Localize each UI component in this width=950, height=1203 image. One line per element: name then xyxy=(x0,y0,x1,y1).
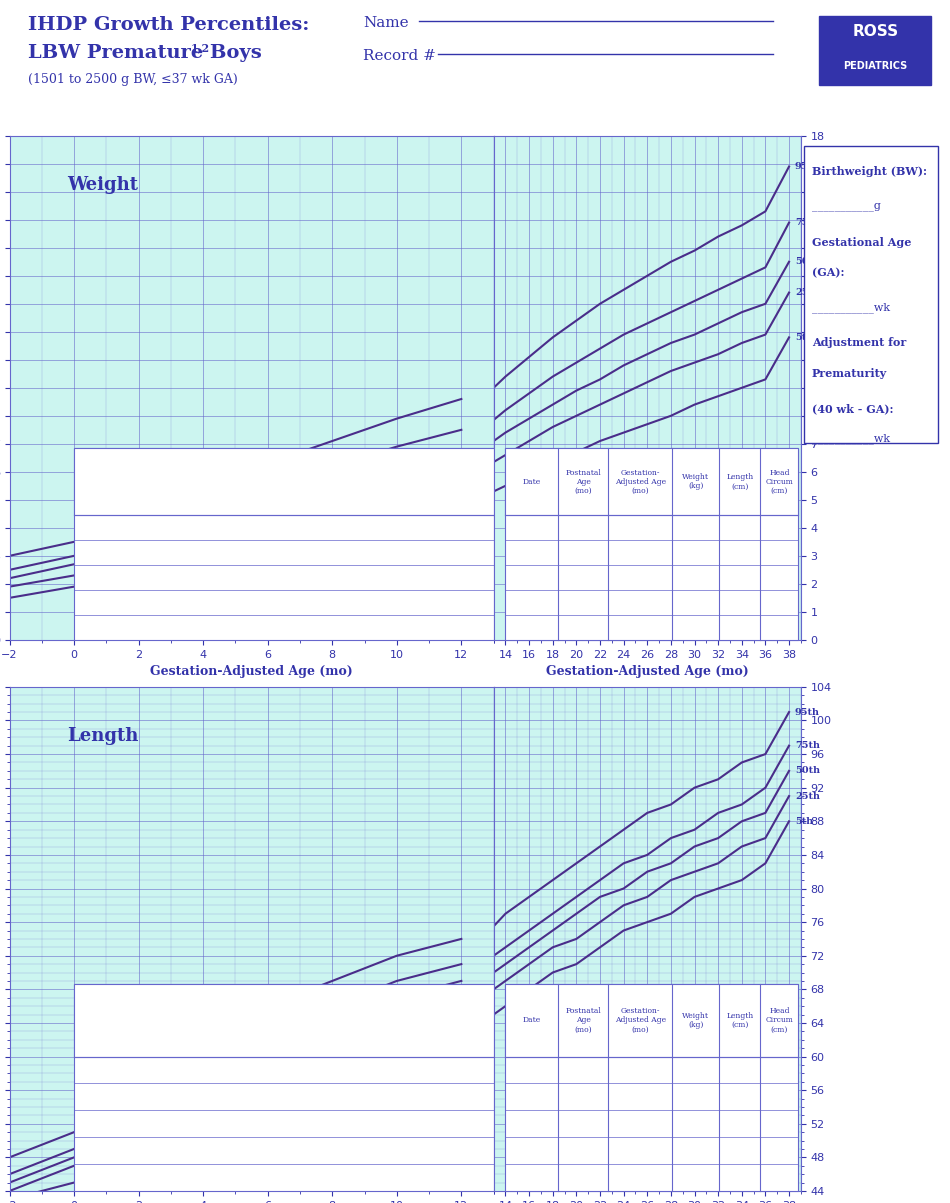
Text: Record #: Record # xyxy=(363,49,436,63)
Text: PEDIATRICS: PEDIATRICS xyxy=(844,60,907,71)
Text: Adjustment for: Adjustment for xyxy=(812,337,906,349)
FancyBboxPatch shape xyxy=(804,146,938,443)
Text: Date: Date xyxy=(522,1017,541,1025)
Text: ROSS: ROSS xyxy=(852,24,899,38)
X-axis label: Gestation-Adjusted Age (mo): Gestation-Adjusted Age (mo) xyxy=(546,665,749,678)
Text: ___________wk: ___________wk xyxy=(812,433,890,444)
Bar xyxy=(505,449,799,640)
Text: Prematurity: Prematurity xyxy=(812,368,887,379)
Text: ___________wk: ___________wk xyxy=(812,302,890,313)
Text: Weight: Weight xyxy=(67,176,139,194)
Text: Birthweight (BW):: Birthweight (BW): xyxy=(812,166,927,177)
Text: (1501 to 2500 g BW, ≤37 wk GA): (1501 to 2500 g BW, ≤37 wk GA) xyxy=(28,73,238,87)
Text: IHDP Growth Percentiles:: IHDP Growth Percentiles: xyxy=(28,16,310,34)
Bar xyxy=(74,449,494,515)
Text: 50th: 50th xyxy=(795,766,820,776)
Text: Postnatal
Age
(mo): Postnatal Age (mo) xyxy=(565,469,601,494)
Text: 75th: 75th xyxy=(795,218,820,227)
Text: 25th: 25th xyxy=(795,288,820,297)
Text: 50th: 50th xyxy=(795,257,820,266)
Text: LBW Premature Boys: LBW Premature Boys xyxy=(28,45,262,63)
Text: 5th: 5th xyxy=(795,817,813,825)
Text: Length
(cm): Length (cm) xyxy=(726,1012,753,1029)
Bar xyxy=(505,984,799,1191)
Text: Gestational Age: Gestational Age xyxy=(812,237,911,248)
Text: (40 wk - GA):: (40 wk - GA): xyxy=(812,403,894,414)
Text: Postnatal
Age
(mo): Postnatal Age (mo) xyxy=(565,1007,601,1033)
Bar xyxy=(505,984,799,1056)
Text: Head
Circum
(cm): Head Circum (cm) xyxy=(766,1007,793,1033)
Text: 95th: 95th xyxy=(795,707,820,717)
Text: Length: Length xyxy=(67,727,139,745)
Text: Name: Name xyxy=(363,16,408,30)
Text: Date: Date xyxy=(522,478,541,486)
Bar xyxy=(74,449,494,640)
Text: 75th: 75th xyxy=(795,741,820,751)
Text: ___________g: ___________g xyxy=(812,201,881,212)
Text: Length
(cm): Length (cm) xyxy=(726,473,753,491)
Text: Gestation-
Adjusted Age
(mo): Gestation- Adjusted Age (mo) xyxy=(615,469,666,494)
FancyBboxPatch shape xyxy=(820,16,931,85)
Text: Weight
(kg): Weight (kg) xyxy=(682,473,710,491)
Text: (GA):: (GA): xyxy=(812,267,845,278)
Text: Gestation-
Adjusted Age
(mo): Gestation- Adjusted Age (mo) xyxy=(615,1007,666,1033)
Text: Weight
(kg): Weight (kg) xyxy=(682,1012,710,1029)
Text: 95th: 95th xyxy=(795,162,820,171)
Bar xyxy=(74,984,494,1056)
Bar xyxy=(74,984,494,1191)
Text: Head
Circum
(cm): Head Circum (cm) xyxy=(766,469,793,494)
Text: 1,2: 1,2 xyxy=(191,43,210,54)
Bar xyxy=(505,449,799,515)
X-axis label: Gestation-Adjusted Age (mo): Gestation-Adjusted Age (mo) xyxy=(150,665,353,678)
Text: 25th: 25th xyxy=(795,792,820,800)
Text: 5th: 5th xyxy=(795,333,813,342)
